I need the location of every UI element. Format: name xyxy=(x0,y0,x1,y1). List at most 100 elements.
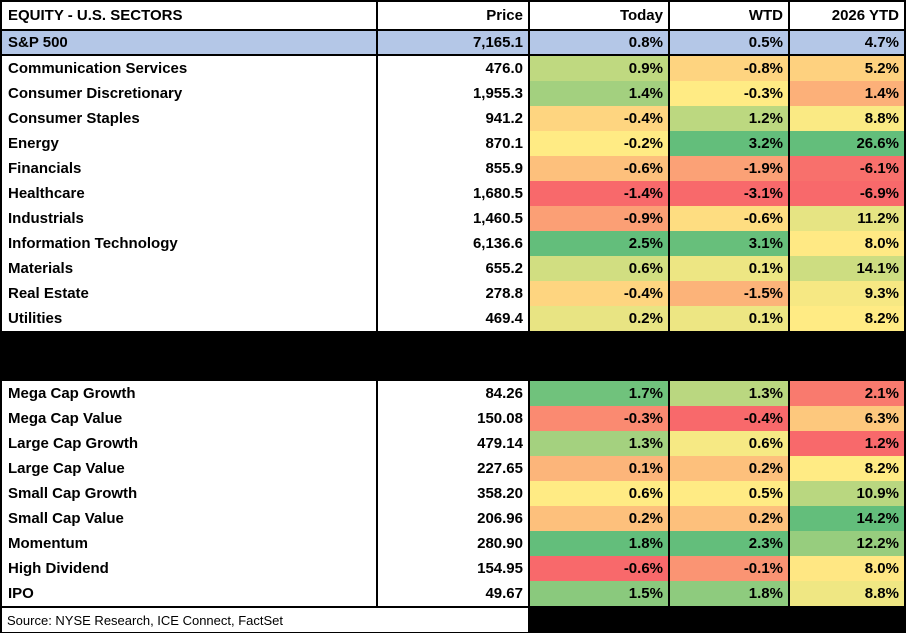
column-header-ytd: 2026 YTD xyxy=(790,2,904,29)
wtd-cell: 0.5% xyxy=(670,481,788,506)
today-cell: 1.4% xyxy=(530,81,668,106)
price-cell: 870.1 xyxy=(378,131,528,156)
wtd-cell: 0.1% xyxy=(670,306,788,331)
wtd-cell: 3.2% xyxy=(670,131,788,156)
ytd-cell: 10.9% xyxy=(790,481,904,506)
today-cell: 1.8% xyxy=(530,531,668,556)
ytd-cell: 5.2% xyxy=(790,56,904,81)
ytd-cell: 8.2% xyxy=(790,306,904,331)
price-cell: 855.9 xyxy=(378,156,528,181)
row-label: Momentum xyxy=(2,531,376,556)
row-label: Information Technology xyxy=(2,231,376,256)
ytd-cell: 9.3% xyxy=(790,281,904,306)
table-row: Consumer Discretionary 1,955.3 1.4% -0.3% 1.… xyxy=(2,81,904,106)
row-label: Utilities xyxy=(2,306,376,331)
price-cell: 227.65 xyxy=(378,456,528,481)
wtd-cell: -0.4% xyxy=(670,406,788,431)
styles-table-section: Mega Cap Growth 84.26 1.7% 1.3% 2.1% Mega Cap… xyxy=(2,381,904,606)
ytd-cell: 8.0% xyxy=(790,556,904,581)
today-cell: -0.4% xyxy=(530,281,668,306)
today-cell: 0.2% xyxy=(530,306,668,331)
price-cell: 150.08 xyxy=(378,406,528,431)
sectors-table-section: Communication Services 476.0 0.9% -0.8% 5.2%… xyxy=(2,56,904,331)
wtd-cell: 3.1% xyxy=(670,231,788,256)
table-row: Utilities 469.4 0.2% 0.1% 8.2% xyxy=(2,306,904,331)
table-row: Communication Services 476.0 0.9% -0.8% 5.2% xyxy=(2,56,904,81)
column-header-today: Today xyxy=(530,2,668,29)
index-row-sp500: S&P 500 7,165.1 0.8% 0.5% 4.7% xyxy=(2,31,904,56)
price-cell: 278.8 xyxy=(378,281,528,306)
wtd-cell: -1.5% xyxy=(670,281,788,306)
row-label: Industrials xyxy=(2,206,376,231)
wtd-cell: -0.8% xyxy=(670,56,788,81)
today-cell: 0.9% xyxy=(530,56,668,81)
today-cell: 2.5% xyxy=(530,231,668,256)
row-label: Consumer Discretionary xyxy=(2,81,376,106)
price-cell: 6,136.6 xyxy=(378,231,528,256)
ytd-cell: 14.1% xyxy=(790,256,904,281)
today-cell: -0.6% xyxy=(530,156,668,181)
wtd-cell: 0.6% xyxy=(670,431,788,456)
table-row: Large Cap Growth 479.14 1.3% 0.6% 1.2% xyxy=(2,431,904,456)
row-label: Consumer Staples xyxy=(2,106,376,131)
table-row: Large Cap Value 227.65 0.1% 0.2% 8.2% xyxy=(2,456,904,481)
price-cell: 476.0 xyxy=(378,56,528,81)
row-label: Large Cap Value xyxy=(2,456,376,481)
row-label: Energy xyxy=(2,131,376,156)
wtd-cell: 0.2% xyxy=(670,456,788,481)
today-cell: 0.6% xyxy=(530,256,668,281)
today-cell: -0.2% xyxy=(530,131,668,156)
row-label: Financials xyxy=(2,156,376,181)
wtd-cell: 1.2% xyxy=(670,106,788,131)
price-cell: 1,460.5 xyxy=(378,206,528,231)
today-cell: -0.6% xyxy=(530,556,668,581)
table-row: Mega Cap Value 150.08 -0.3% -0.4% 6.3% xyxy=(2,406,904,431)
price-cell: 206.96 xyxy=(378,506,528,531)
ytd-cell: -6.1% xyxy=(790,156,904,181)
price-cell: 1,955.3 xyxy=(378,81,528,106)
row-label: Small Cap Growth xyxy=(2,481,376,506)
wtd-cell: 0.2% xyxy=(670,506,788,531)
wtd-cell: 0.1% xyxy=(670,256,788,281)
column-header-price: Price xyxy=(378,2,528,29)
ytd-cell: -6.9% xyxy=(790,181,904,206)
today-cell: 0.8% xyxy=(530,31,668,54)
table-row: Industrials 1,460.5 -0.9% -0.6% 11.2% xyxy=(2,206,904,231)
price-cell: 479.14 xyxy=(378,431,528,456)
source-row-filler xyxy=(528,608,904,632)
price-cell: 358.20 xyxy=(378,481,528,506)
row-label: Mega Cap Growth xyxy=(2,381,376,406)
table-row: Energy 870.1 -0.2% 3.2% 26.6% xyxy=(2,131,904,156)
ytd-cell: 8.8% xyxy=(790,581,904,606)
wtd-cell: -3.1% xyxy=(670,181,788,206)
table-header-row: EQUITY - U.S. SECTORS Price Today WTD 20… xyxy=(2,2,904,31)
ytd-cell: 1.4% xyxy=(790,81,904,106)
ytd-cell: 1.2% xyxy=(790,431,904,456)
today-cell: 1.5% xyxy=(530,581,668,606)
table-row: Information Technology 6,136.6 2.5% 3.1% 8.0… xyxy=(2,231,904,256)
price-cell: 49.67 xyxy=(378,581,528,606)
today-cell: 0.6% xyxy=(530,481,668,506)
table-row: Mega Cap Growth 84.26 1.7% 1.3% 2.1% xyxy=(2,381,904,406)
price-cell: 84.26 xyxy=(378,381,528,406)
ytd-cell: 8.0% xyxy=(790,231,904,256)
row-label: Healthcare xyxy=(2,181,376,206)
row-label: IPO xyxy=(2,581,376,606)
row-label: Communication Services xyxy=(2,56,376,81)
wtd-cell: -1.9% xyxy=(670,156,788,181)
wtd-cell: 0.5% xyxy=(670,31,788,54)
today-cell: -1.4% xyxy=(530,181,668,206)
today-cell: -0.3% xyxy=(530,406,668,431)
row-label: S&P 500 xyxy=(2,31,376,54)
table-row: Healthcare 1,680.5 -1.4% -3.1% -6.9% xyxy=(2,181,904,206)
wtd-cell: 2.3% xyxy=(670,531,788,556)
row-label: Large Cap Growth xyxy=(2,431,376,456)
price-cell: 1,680.5 xyxy=(378,181,528,206)
wtd-cell: 1.3% xyxy=(670,381,788,406)
table-row: Materials 655.2 0.6% 0.1% 14.1% xyxy=(2,256,904,281)
table-row: Small Cap Value 206.96 0.2% 0.2% 14.2% xyxy=(2,506,904,531)
ytd-cell: 4.7% xyxy=(790,31,904,54)
today-cell: -0.4% xyxy=(530,106,668,131)
table-row: Consumer Staples 941.2 -0.4% 1.2% 8.8% xyxy=(2,106,904,131)
